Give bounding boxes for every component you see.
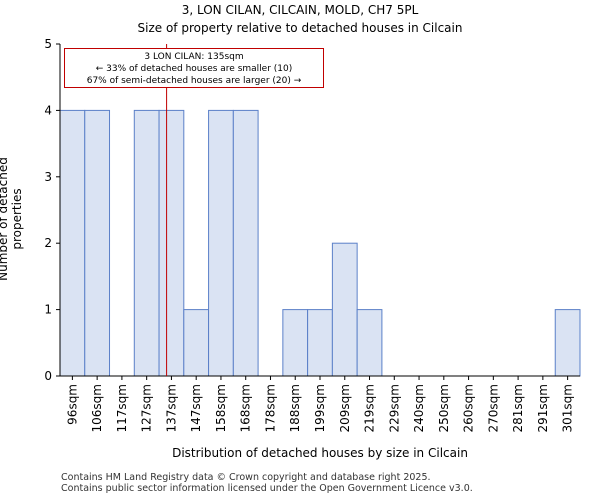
annotation-line-1: 3 LON CILAN: 135sqm (144, 52, 244, 62)
bar-301sqm (554, 309, 581, 377)
x-tick-label-301sqm: 301sqm (561, 384, 575, 432)
x-tick-label-281sqm: 281sqm (511, 384, 525, 432)
x-tick-label-117sqm: 117sqm (115, 384, 129, 432)
x-tick-label-240sqm: 240sqm (412, 384, 426, 432)
bar-219sqm (356, 309, 383, 377)
y-tick-label-1: 1 (44, 303, 52, 317)
x-tick-label-260sqm: 260sqm (462, 384, 476, 432)
bar-96sqm (59, 109, 86, 377)
x-tick-label-188sqm: 188sqm (288, 384, 302, 432)
y-tick-label-0: 0 (44, 369, 52, 383)
footer-licence: Contains public sector information licen… (61, 483, 473, 494)
annotation-line-2: ← 33% of detached houses are smaller (10… (95, 64, 293, 74)
bar-137sqm (158, 109, 185, 377)
x-tick-label-137sqm: 137sqm (164, 384, 178, 432)
bar-147sqm (183, 309, 210, 377)
bar-168sqm (232, 109, 259, 377)
x-tick-label-270sqm: 270sqm (486, 384, 500, 432)
x-tick-label-291sqm: 291sqm (536, 384, 550, 432)
y-tick-label-5: 5 (44, 37, 52, 51)
bar-106sqm (84, 109, 111, 377)
x-tick-label-96sqm: 96sqm (65, 384, 79, 425)
x-tick-label-209sqm: 209sqm (338, 384, 352, 432)
bar-209sqm (331, 242, 358, 377)
x-tick-label-229sqm: 229sqm (387, 384, 401, 432)
y-tick-label-4: 4 (44, 103, 52, 117)
bar-188sqm (282, 309, 309, 377)
x-tick-label-168sqm: 168sqm (239, 384, 253, 432)
x-tick-label-178sqm: 178sqm (263, 384, 277, 432)
y-axis-title: Number of detached properties (0, 157, 24, 281)
x-tick-label-158sqm: 158sqm (214, 384, 228, 432)
bar-127sqm (133, 109, 160, 377)
y-tick-label-2: 2 (44, 236, 52, 250)
x-axis-title: Distribution of detached houses by size … (172, 446, 468, 460)
bar-158sqm (208, 109, 234, 377)
annotation-line-3: 67% of semi-detached houses are larger (… (86, 76, 302, 86)
x-tick-label-219sqm: 219sqm (363, 384, 377, 432)
x-tick-label-106sqm: 106sqm (90, 384, 104, 432)
footer-copyright: Contains HM Land Registry data © Crown c… (61, 472, 431, 483)
x-tick-label-147sqm: 147sqm (189, 384, 203, 432)
x-tick-label-250sqm: 250sqm (437, 384, 451, 432)
x-tick-label-199sqm: 199sqm (313, 384, 327, 432)
chart-title: 3, LON CILAN, CILCAIN, MOLD, CH7 5PL (181, 3, 419, 17)
chart-subtitle: Size of property relative to detached ho… (137, 21, 463, 35)
x-tick-label-127sqm: 127sqm (140, 384, 154, 432)
annotation-box: 3 LON CILAN: 135sqm ← 33% of detached ho… (64, 48, 324, 88)
bar-199sqm (307, 309, 333, 377)
y-tick-label-3: 3 (44, 170, 52, 184)
